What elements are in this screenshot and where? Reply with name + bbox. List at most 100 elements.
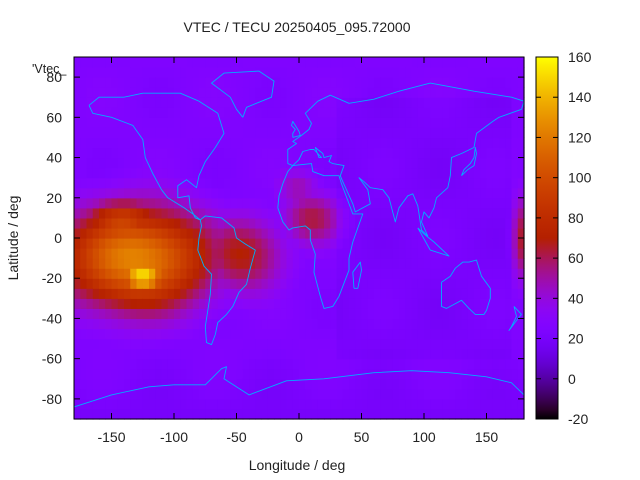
- heatmap-cell: [236, 187, 244, 199]
- heatmap-cell: [80, 77, 88, 88]
- heatmap-cell: [224, 177, 231, 189]
- heatmap-cell: [99, 97, 106, 108]
- heatmap-cell: [155, 217, 163, 229]
- heatmap-cell: [155, 268, 163, 279]
- heatmap-cell: [455, 318, 463, 330]
- heatmap-cell: [374, 137, 381, 149]
- heatmap-cell: [86, 248, 94, 259]
- heatmap-cell: [255, 298, 263, 309]
- heatmap-cell: [461, 378, 469, 390]
- heatmap-cell: [499, 338, 506, 350]
- heatmap-cell: [142, 328, 150, 340]
- heatmap-cell: [436, 308, 444, 320]
- heatmap-cell: [424, 298, 431, 309]
- heatmap-cell: [217, 127, 225, 139]
- heatmap-cell: [80, 217, 88, 229]
- heatmap-cell: [424, 127, 431, 139]
- heatmap-cell: [511, 338, 519, 350]
- heatmap-cell: [286, 87, 294, 98]
- heatmap-cell: [417, 298, 425, 309]
- heatmap-cell: [424, 117, 431, 128]
- heatmap-cell: [149, 278, 156, 289]
- heatmap-cell: [261, 147, 269, 159]
- heatmap-cell: [392, 348, 400, 360]
- heatmap-cell: [155, 207, 163, 219]
- heatmap-cell: [499, 167, 506, 179]
- heatmap-cell: [474, 368, 481, 380]
- heatmap-cell: [305, 127, 313, 139]
- heatmap-cell: [267, 217, 275, 229]
- heatmap-cell: [305, 117, 313, 128]
- heatmap-cell: [124, 238, 131, 249]
- heatmap-cell: [280, 308, 288, 320]
- heatmap-cell: [492, 358, 500, 370]
- heatmap-cell: [517, 328, 525, 340]
- heatmap-cell: [455, 288, 463, 299]
- heatmap-cell: [174, 117, 181, 128]
- heatmap-cell: [292, 97, 300, 108]
- heatmap-cell: [517, 137, 525, 149]
- heatmap-cell: [442, 368, 450, 380]
- heatmap-cell: [149, 368, 156, 380]
- heatmap-cell: [274, 328, 281, 340]
- heatmap-cell: [211, 67, 219, 78]
- heatmap-cell: [149, 157, 156, 169]
- heatmap-cell: [411, 107, 419, 118]
- heatmap-cell: [199, 298, 206, 309]
- heatmap-cell: [280, 67, 288, 78]
- heatmap-cell: [486, 127, 494, 139]
- heatmap-cell: [474, 288, 481, 299]
- heatmap-cell: [199, 408, 206, 420]
- heatmap-cell: [124, 398, 131, 410]
- heatmap-cell: [461, 248, 469, 259]
- heatmap-cell: [149, 238, 156, 249]
- heatmap-cell: [342, 157, 350, 169]
- heatmap-cell: [405, 248, 413, 259]
- heatmap-cell: [74, 238, 81, 249]
- heatmap-cell: [449, 298, 456, 309]
- heatmap-cell: [380, 217, 388, 229]
- heatmap-cell: [517, 177, 525, 189]
- heatmap-cell: [324, 378, 331, 390]
- heatmap-cell: [161, 318, 169, 330]
- heatmap-cell: [305, 288, 313, 299]
- heatmap-cell: [230, 167, 238, 179]
- heatmap-cell: [274, 398, 281, 410]
- heatmap-cell: [80, 328, 88, 340]
- heatmap-cell: [280, 268, 288, 279]
- heatmap-cell: [449, 408, 456, 420]
- heatmap-cell: [430, 398, 438, 410]
- heatmap-cell: [205, 157, 213, 169]
- heatmap-cell: [349, 248, 356, 259]
- heatmap-cell: [124, 127, 131, 139]
- heatmap-cell: [155, 167, 163, 179]
- heatmap-cell: [442, 358, 450, 370]
- heatmap-cell: [480, 298, 488, 309]
- heatmap-cell: [174, 207, 181, 219]
- heatmap-cell: [499, 298, 506, 309]
- heatmap-cell: [155, 278, 163, 289]
- heatmap-cell: [124, 258, 131, 269]
- heatmap-cell: [111, 408, 119, 420]
- heatmap-cell: [80, 167, 88, 179]
- heatmap-cell: [424, 227, 431, 239]
- heatmap-cell: [349, 87, 356, 98]
- heatmap-cell: [349, 388, 356, 400]
- heatmap-cell: [386, 167, 394, 179]
- heatmap-cell: [461, 408, 469, 420]
- heatmap-cell: [392, 127, 400, 139]
- heatmap-cell: [174, 248, 181, 259]
- heatmap-cell: [105, 398, 113, 410]
- heatmap-cell: [192, 348, 200, 360]
- heatmap-cell: [449, 278, 456, 289]
- heatmap-cell: [99, 107, 106, 118]
- heatmap-cell: [249, 328, 256, 340]
- heatmap-cell: [442, 258, 450, 269]
- heatmap-cell: [286, 308, 294, 320]
- heatmap-cell: [399, 77, 406, 88]
- heatmap-cell: [399, 328, 406, 340]
- heatmap-cell: [411, 288, 419, 299]
- heatmap-cell: [499, 288, 506, 299]
- heatmap-cell: [255, 217, 263, 229]
- heatmap-cell: [461, 288, 469, 299]
